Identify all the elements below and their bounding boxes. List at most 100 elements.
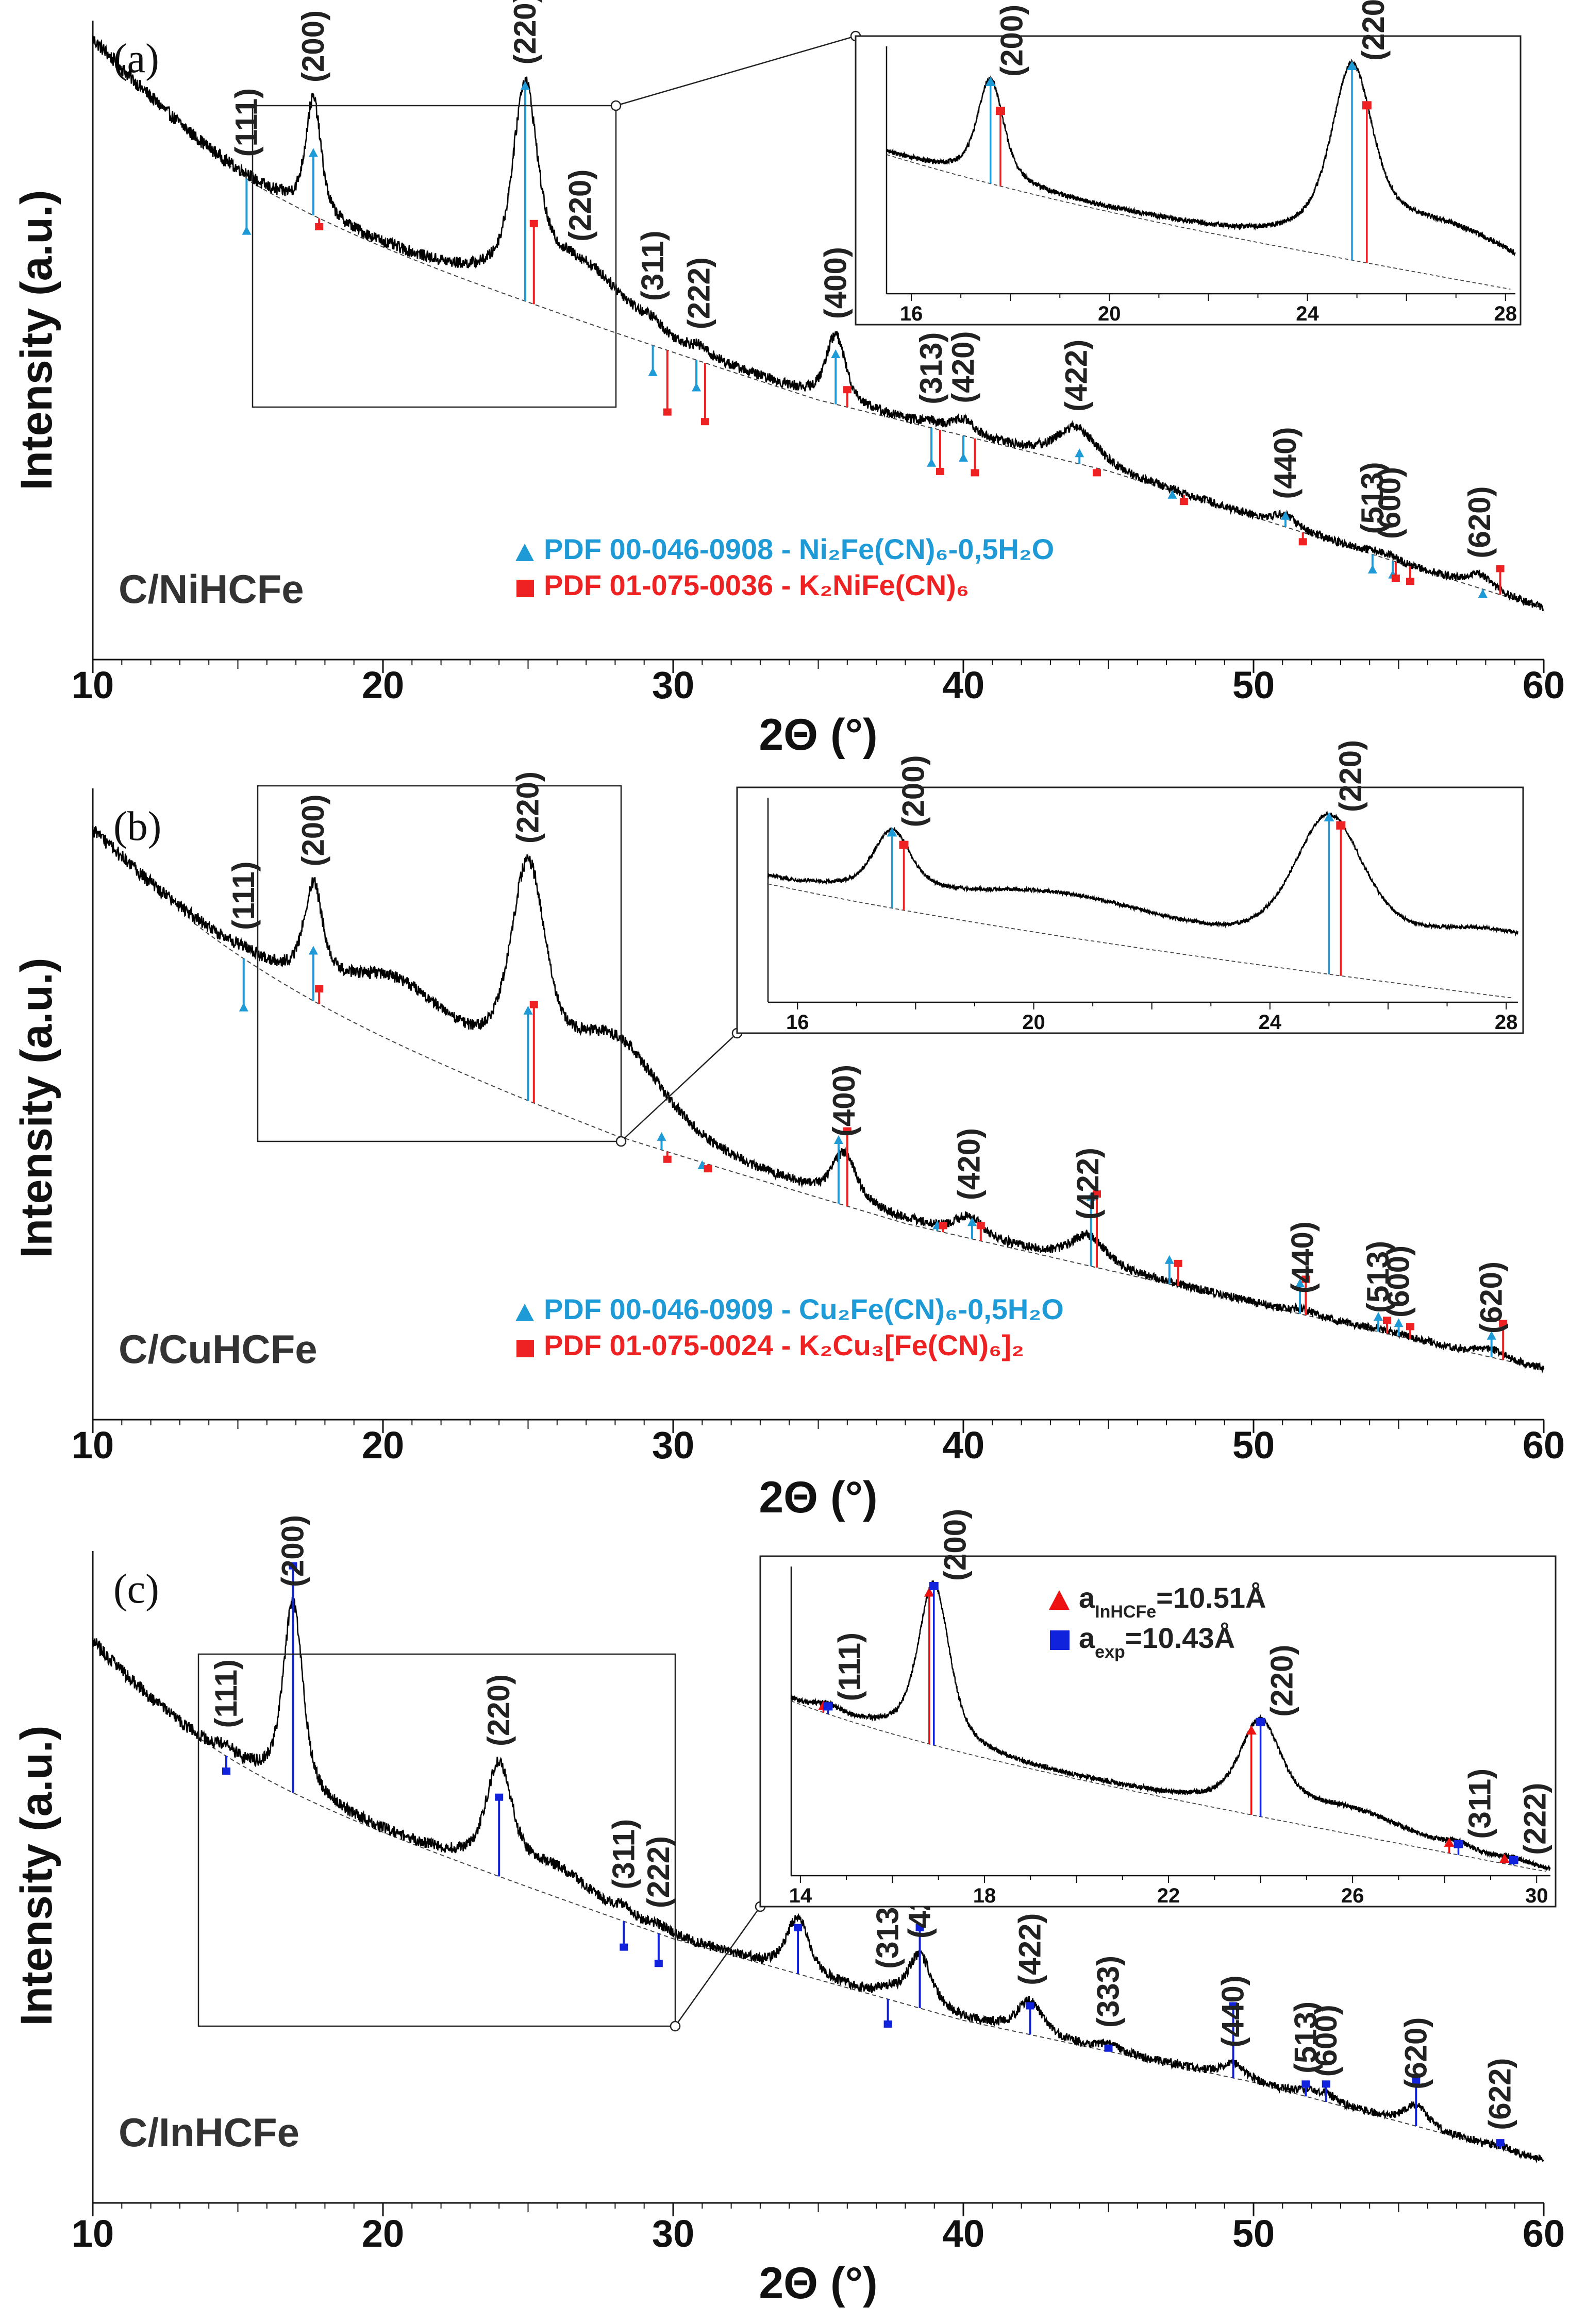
reference-triangle-marker: [242, 226, 252, 235]
legend-square-marker: [516, 580, 534, 597]
hkl-label: (220): [563, 170, 597, 242]
legend-triangle-marker: [515, 1304, 534, 1321]
reference-square-marker: [794, 1924, 803, 1931]
reference-triangle-marker: [1164, 1255, 1174, 1264]
x-tick-label: 20: [362, 664, 404, 706]
reference-triangle-marker: [927, 458, 937, 467]
inset-x-tick-label: 14: [789, 1884, 812, 1907]
inset-reference-square-marker: [1509, 1856, 1518, 1864]
reference-square-marker: [1104, 2044, 1113, 2052]
legend-entry: aexp=10.43Å: [1079, 1622, 1235, 1662]
inset-reference-square-marker: [929, 1582, 939, 1590]
y-axis-title: Intensity (a.u.): [12, 1726, 61, 2026]
reference-square-marker: [663, 408, 672, 416]
inset-reference-square-marker: [1256, 1717, 1265, 1726]
panel-0: 10 20 30 40 50 60 2Θ (°) Intensity (a.u.) (a) C/N…: [12, 0, 1565, 760]
zoom-connector-dot: [615, 1136, 627, 1147]
inset-reference-square-marker: [823, 1702, 833, 1711]
inset-x-tick-label: 24: [1259, 1011, 1282, 1034]
x-tick-label: 10: [72, 664, 114, 706]
y-axis-title: Intensity (a.u.): [12, 190, 61, 491]
panel-letter: (a): [113, 36, 159, 81]
hkl-label: (600): [1309, 2005, 1343, 2077]
zoom-connector-dot: [610, 100, 622, 111]
reference-triangle-marker: [657, 1132, 666, 1141]
reference-square-marker: [1229, 2002, 1238, 2010]
x-tick-label: 20: [362, 1424, 404, 1467]
inset-hkl-label: (311): [1462, 1769, 1497, 1839]
x-tick-label: 40: [942, 2212, 984, 2255]
reference-square-marker: [529, 220, 538, 227]
reference-triangle-marker: [308, 148, 318, 157]
reference-square-marker: [1406, 578, 1415, 585]
hkl-label: (440): [1268, 427, 1303, 499]
inset-x-tick-label: 26: [1341, 1884, 1364, 1907]
inset-x-tick-label: 24: [1296, 302, 1319, 325]
zoom-connector: [615, 35, 856, 107]
inset-x-tick-label: 22: [1157, 1884, 1180, 1907]
reference-square-marker: [654, 1960, 663, 1967]
hkl-label: (111): [226, 861, 261, 930]
panel-2: 10 20 30 40 50 60 2Θ (°) Intensity (a.u.) (c) C/I…: [12, 1509, 1565, 2308]
zoom-connector: [621, 1033, 738, 1142]
x-tick-label: 50: [1232, 1424, 1275, 1467]
zoom-connector: [674, 1906, 761, 2027]
inset-baseline: [791, 1700, 1546, 1872]
reference-triangle-marker: [648, 367, 658, 376]
x-tick-label: 30: [652, 2212, 694, 2255]
reference-square-marker: [1391, 575, 1400, 582]
hkl-label: (440): [1286, 1221, 1320, 1293]
hkl-label: (313): [914, 332, 948, 405]
hkl-label: (440): [1216, 1975, 1250, 2047]
hkl-label: (222): [641, 1836, 676, 1908]
reference-square-marker: [1026, 2002, 1034, 2010]
zoom-region-box: [257, 785, 622, 1142]
reference-triangle-marker: [1075, 448, 1084, 458]
reference-triangle-marker: [1086, 1192, 1096, 1201]
reference-square-marker: [915, 1924, 924, 1931]
zoom-region-box: [197, 1653, 676, 2027]
hkl-label: (220): [481, 1674, 516, 1746]
reference-triangle-marker: [967, 1217, 977, 1226]
reference-square-marker: [976, 1222, 985, 1230]
legend-triangle-marker: [1049, 1590, 1070, 1610]
panel-letter: (b): [113, 804, 161, 849]
reference-square-marker: [1301, 2080, 1310, 2088]
hkl-label: (333): [1091, 1956, 1126, 2028]
hkl-label: (400): [818, 247, 853, 319]
inset-reference-triangle-marker: [1246, 1725, 1257, 1735]
inset-x-tick-label: 16: [900, 302, 923, 325]
inset-hkl-label: (220): [1265, 1645, 1299, 1717]
hkl-label: (422): [1012, 1913, 1047, 1985]
baseline: [194, 1734, 1544, 2161]
xrd-trace: [92, 36, 1544, 612]
hkl-label: (620): [1462, 486, 1497, 559]
reference-triangle-marker: [692, 382, 702, 392]
reference-square-marker: [1174, 1259, 1182, 1267]
y-axis-title: Intensity (a.u.): [12, 958, 61, 1258]
x-axis-title: 2Θ (°): [759, 710, 877, 760]
hkl-label: (513): [1361, 1241, 1395, 1313]
reference-triangle-marker: [1280, 511, 1290, 520]
reference-triangle-marker: [520, 81, 530, 90]
x-tick-label: 60: [1523, 2212, 1565, 2255]
hkl-label: (513): [1288, 2001, 1323, 2074]
inset-box: [736, 786, 1524, 1034]
hkl-label: (422): [1059, 340, 1094, 412]
inset-hkl-label: (200): [938, 1509, 973, 1581]
inset-hkl-label: (222): [1518, 1783, 1552, 1855]
baseline: [194, 137, 1544, 609]
inset-x-tick-label: 18: [973, 1884, 996, 1907]
hkl-label: (111): [209, 1659, 243, 1728]
hkl-label: (422): [1071, 1148, 1105, 1220]
zoom-connector-dot: [670, 2020, 681, 2032]
reference-triangle-marker: [1478, 589, 1488, 598]
legend-triangle-marker: [515, 544, 534, 561]
inset-reference-triangle-marker: [1499, 1854, 1510, 1863]
reference-triangle-marker: [1394, 1318, 1404, 1327]
x-axis-title: 2Θ (°): [759, 1473, 877, 1522]
x-tick-label: 60: [1523, 1424, 1565, 1467]
x-tick-label: 50: [1232, 2212, 1275, 2255]
inset-hkl-label: (220): [1356, 0, 1391, 61]
panels: 10 20 30 40 50 60 2Θ (°) Intensity (a.u.) (a) C/N…: [12, 0, 1565, 2308]
